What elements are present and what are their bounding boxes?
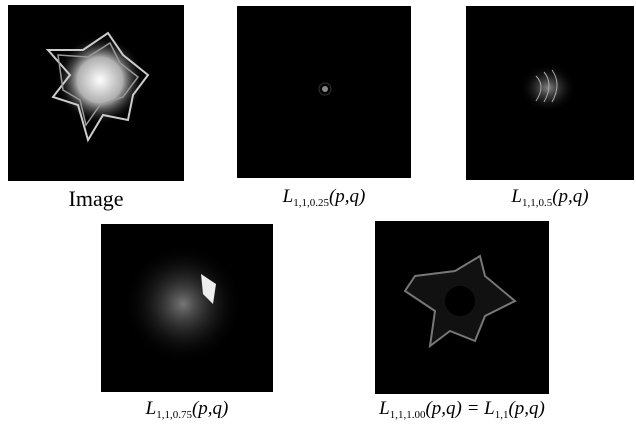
caption-text: L (511, 186, 522, 207)
image-panel (466, 6, 634, 180)
caption: Image (69, 186, 124, 212)
caption-subscript: 1,1,0.25 (293, 197, 329, 209)
caption-text: (p,q) = L (425, 398, 494, 419)
caption: L1,1,0.25(p,q) (283, 186, 366, 209)
caption-text: L (146, 398, 157, 419)
caption-text: L (379, 398, 390, 419)
caption-text: Image (69, 186, 124, 211)
image-panel (375, 221, 549, 394)
figure: {"panels": [ {"caption": [{"plain": "Ima… (0, 0, 636, 430)
caption-text: (p,q) (329, 186, 365, 207)
image-panel (8, 5, 184, 181)
caption-subscript: 1,1,1.00 (390, 409, 426, 421)
image-panel (237, 6, 411, 178)
caption: L1,1,0.5(p,q) (511, 186, 588, 209)
caption-text: (p,q) (552, 186, 588, 207)
caption-subscript: 1,1,0.75 (156, 409, 192, 421)
caption-text: (p,q) (508, 398, 544, 419)
caption-text: (p,q) (192, 398, 228, 419)
caption: L1,1,0.75(p,q) (146, 398, 229, 421)
caption-text: L (283, 186, 294, 207)
caption-subscript: 1,1,0.5 (522, 197, 552, 209)
image-panel (101, 224, 273, 392)
caption: L1,1,1.00(p,q) = L1,1(p,q) (379, 398, 545, 421)
caption-subscript: 1,1 (495, 409, 509, 421)
